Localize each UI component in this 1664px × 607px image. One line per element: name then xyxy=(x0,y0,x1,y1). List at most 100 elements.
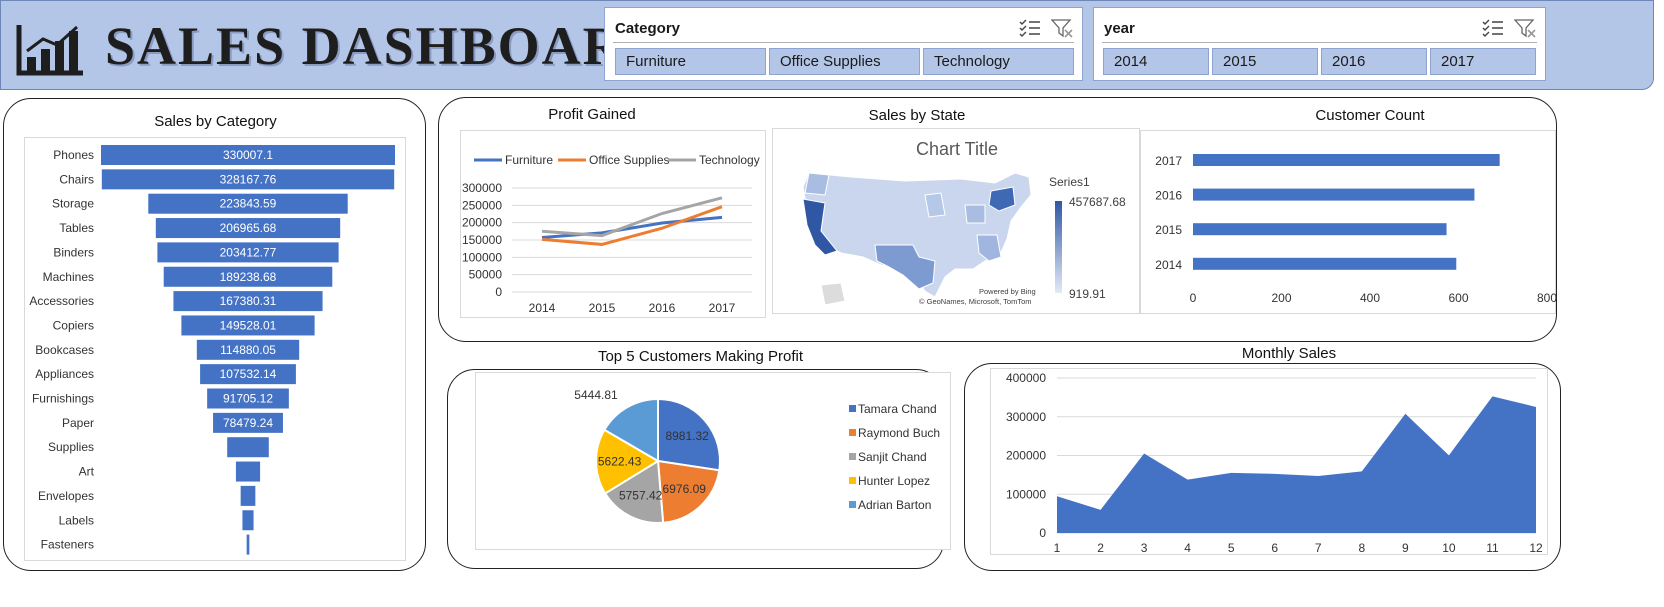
category-bar xyxy=(163,266,333,287)
category-label: Machines xyxy=(43,270,94,284)
y-tick-label: 200000 xyxy=(462,216,502,230)
y-tick-label: 2016 xyxy=(1155,189,1182,203)
map-legend-min: 919.91 xyxy=(1069,287,1106,301)
legend-label: Sanjit Chand xyxy=(858,450,927,464)
category-bar xyxy=(213,412,283,433)
category-label: Bookcases xyxy=(35,343,94,357)
category-slicer: Category Furniture Office Supplies Techn… xyxy=(604,7,1083,81)
category-bar xyxy=(148,193,348,214)
category-label: Art xyxy=(79,465,95,479)
bar-data-label: 149528.01 xyxy=(220,318,277,332)
legend-label: Furniture xyxy=(505,153,553,167)
category-label: Labels xyxy=(59,513,94,527)
legend-label: Raymond Buch xyxy=(858,426,940,440)
bar-data-label: 78479.24 xyxy=(223,416,273,430)
slicer-item-2015[interactable]: 2015 xyxy=(1212,48,1318,75)
series-line xyxy=(541,196,723,238)
category-bar xyxy=(196,339,300,360)
chart-title: Sales by Category xyxy=(154,113,277,130)
chart-title: Top 5 Customers Making Profit xyxy=(597,348,804,365)
category-label: Chairs xyxy=(59,172,94,186)
category-bar xyxy=(181,315,315,336)
map-legend-max: 457687.68 xyxy=(1069,195,1126,209)
year-slicer-title: year xyxy=(1104,20,1135,37)
clear-filter-icon[interactable] xyxy=(1051,18,1073,38)
x-tick-label: 10 xyxy=(1442,541,1456,555)
slicer-item-furniture[interactable]: Furniture xyxy=(615,48,766,75)
x-tick-label: 12 xyxy=(1529,541,1543,555)
customer-count-chart: 2017 2016 2015 2014 0 200 400 600 800 xyxy=(1155,154,1556,305)
x-tick-label: 600 xyxy=(1448,291,1468,305)
slicer-item-technology[interactable]: Technology xyxy=(923,48,1074,75)
x-tick-label: 4 xyxy=(1184,541,1191,555)
category-bar xyxy=(155,218,341,239)
category-bar xyxy=(101,169,395,190)
bar-data-label: 189238.68 xyxy=(220,270,277,284)
x-tick-label: 8 xyxy=(1358,541,1365,555)
y-tick-label: 2015 xyxy=(1155,223,1182,237)
multi-select-icon[interactable] xyxy=(1019,18,1041,38)
y-tick-label: 300000 xyxy=(462,181,502,195)
usa-map xyxy=(802,172,1032,306)
pie-data-label: 5757.42 xyxy=(619,488,663,502)
x-tick-label: 200 xyxy=(1271,291,1291,305)
sales-by-category-panel: Sales by Category Phones 330007.1 Chairs 32… xyxy=(3,98,426,571)
map-credit-bing: Powered by Bing xyxy=(979,287,1036,296)
pie-slice xyxy=(603,459,665,524)
bar-chart-icon xyxy=(16,25,83,76)
legend-label: Tamara Chand xyxy=(858,402,937,416)
multi-select-icon[interactable] xyxy=(1482,18,1504,38)
x-tick-label: 2 xyxy=(1097,541,1104,555)
bar-data-label: 107532.14 xyxy=(220,367,277,381)
pie-data-label: 8981.32 xyxy=(665,429,709,443)
slicer-item-office-supplies[interactable]: Office Supplies xyxy=(769,48,920,75)
pie-data-label: 6976.09 xyxy=(663,482,707,496)
slicer-item-2016[interactable]: 2016 xyxy=(1321,48,1427,75)
slicer-item-2017[interactable]: 2017 xyxy=(1430,48,1536,75)
y-tick-label: 100000 xyxy=(1006,487,1046,501)
category-label: Furnishings xyxy=(32,392,94,406)
customer-bar xyxy=(1193,154,1500,166)
customer-bar xyxy=(1193,188,1475,201)
page-title: SALES DASHBOARD xyxy=(105,16,665,76)
category-label: Storage xyxy=(52,197,94,211)
x-tick-label: 400 xyxy=(1360,291,1380,305)
pie-slice xyxy=(603,397,659,463)
y-tick-label: 250000 xyxy=(462,198,502,212)
pie-data-label: 5622.43 xyxy=(598,454,642,468)
y-tick-label: 300000 xyxy=(1006,410,1046,424)
clear-filter-icon[interactable] xyxy=(1514,18,1536,38)
category-label: Paper xyxy=(62,416,94,430)
sales-by-category-chart: Phones 330007.1 Chairs 328167.76 Storage 2238… xyxy=(29,145,395,555)
category-slicer-title: Category xyxy=(615,20,681,37)
bar-data-label: 330007.1 xyxy=(223,148,273,162)
pie-slice xyxy=(595,428,660,495)
legend-label: Hunter Lopez xyxy=(858,474,930,488)
y-tick-label: 50000 xyxy=(469,268,503,282)
category-label: Accessories xyxy=(29,294,94,308)
slicer-divider xyxy=(1102,42,1537,43)
category-bar xyxy=(101,145,395,165)
customer-bar xyxy=(1193,223,1447,236)
legend-label: Adrian Barton xyxy=(858,498,931,512)
legend-marker xyxy=(849,477,856,484)
slicer-item-2014[interactable]: 2014 xyxy=(1103,48,1209,75)
map-credit-sources: © GeoNames, Microsoft, TomTom xyxy=(919,297,1032,306)
category-label: Appliances xyxy=(35,367,94,381)
x-tick-label: 2015 xyxy=(589,301,616,315)
bar-data-label: 203412.77 xyxy=(220,245,277,259)
x-tick-label: 2014 xyxy=(529,301,556,315)
map-legend-gradient xyxy=(1055,201,1062,293)
series-line xyxy=(541,205,723,246)
pie-data-label: 5444.81 xyxy=(574,388,618,402)
chart-title: Sales by State xyxy=(868,107,966,124)
category-label: Binders xyxy=(53,245,94,259)
chart-title: Customer Count xyxy=(1315,107,1425,124)
bar-data-label: 91705.12 xyxy=(223,392,273,406)
y-tick-label: 200000 xyxy=(1006,449,1046,463)
x-tick-label: 7 xyxy=(1315,541,1322,555)
legend-marker xyxy=(849,501,856,508)
profit-gained-chart: 300000 250000 200000 150000 100000 50000 0 2014… xyxy=(462,153,760,315)
map-inner-title: Chart Title xyxy=(915,139,999,159)
